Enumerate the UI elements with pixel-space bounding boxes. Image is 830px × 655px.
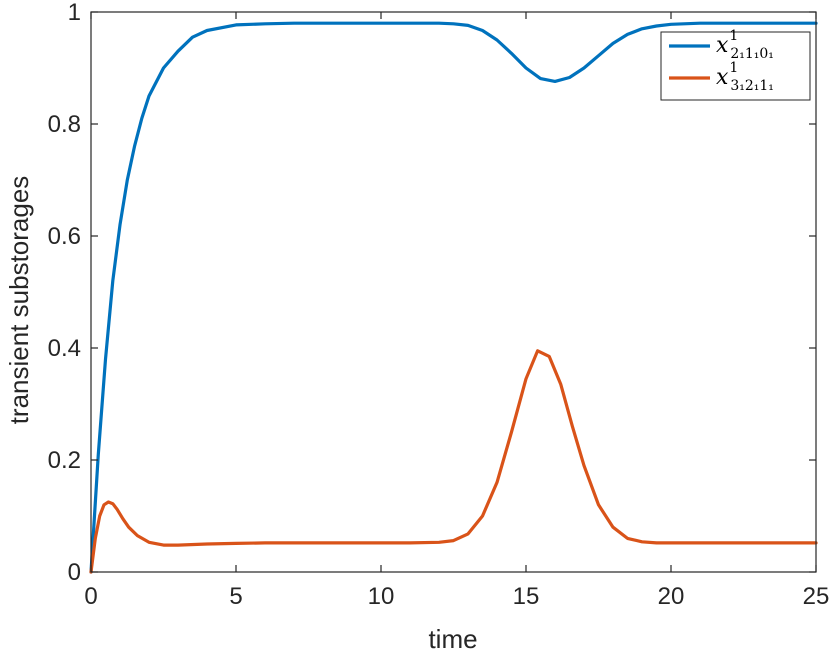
x-tick-label: 20: [658, 583, 685, 610]
y-tick-label: 0.6: [48, 223, 81, 250]
plot-area: [91, 12, 816, 572]
y-axis-label: transient substorages: [4, 176, 34, 425]
y-tick-label: 0.4: [48, 335, 81, 362]
series-line-1: [89, 21, 818, 574]
x-axis-label: time: [428, 624, 477, 654]
legend-box: [660, 31, 811, 101]
y-tick-label: 0.8: [48, 111, 81, 138]
x-tick-label: 25: [803, 583, 830, 610]
series-line-2: [89, 349, 818, 574]
x-tick-label: 15: [513, 583, 540, 610]
ticks-layer: 0 5 10 15 20 25 0 0.2 0.4 0.6 0.8 1: [48, 0, 830, 610]
x-tick-label: 10: [368, 583, 395, 610]
series-layer: [89, 21, 818, 574]
x-tick-label: 0: [84, 583, 97, 610]
y-tick-label: 1: [68, 0, 81, 26]
y-tick-label: 0: [68, 559, 81, 586]
x-tick-label: 5: [229, 583, 242, 610]
y-tick-label: 0.2: [48, 447, 81, 474]
axes-box: [90, 11, 817, 573]
axes-layer: [90, 11, 817, 573]
